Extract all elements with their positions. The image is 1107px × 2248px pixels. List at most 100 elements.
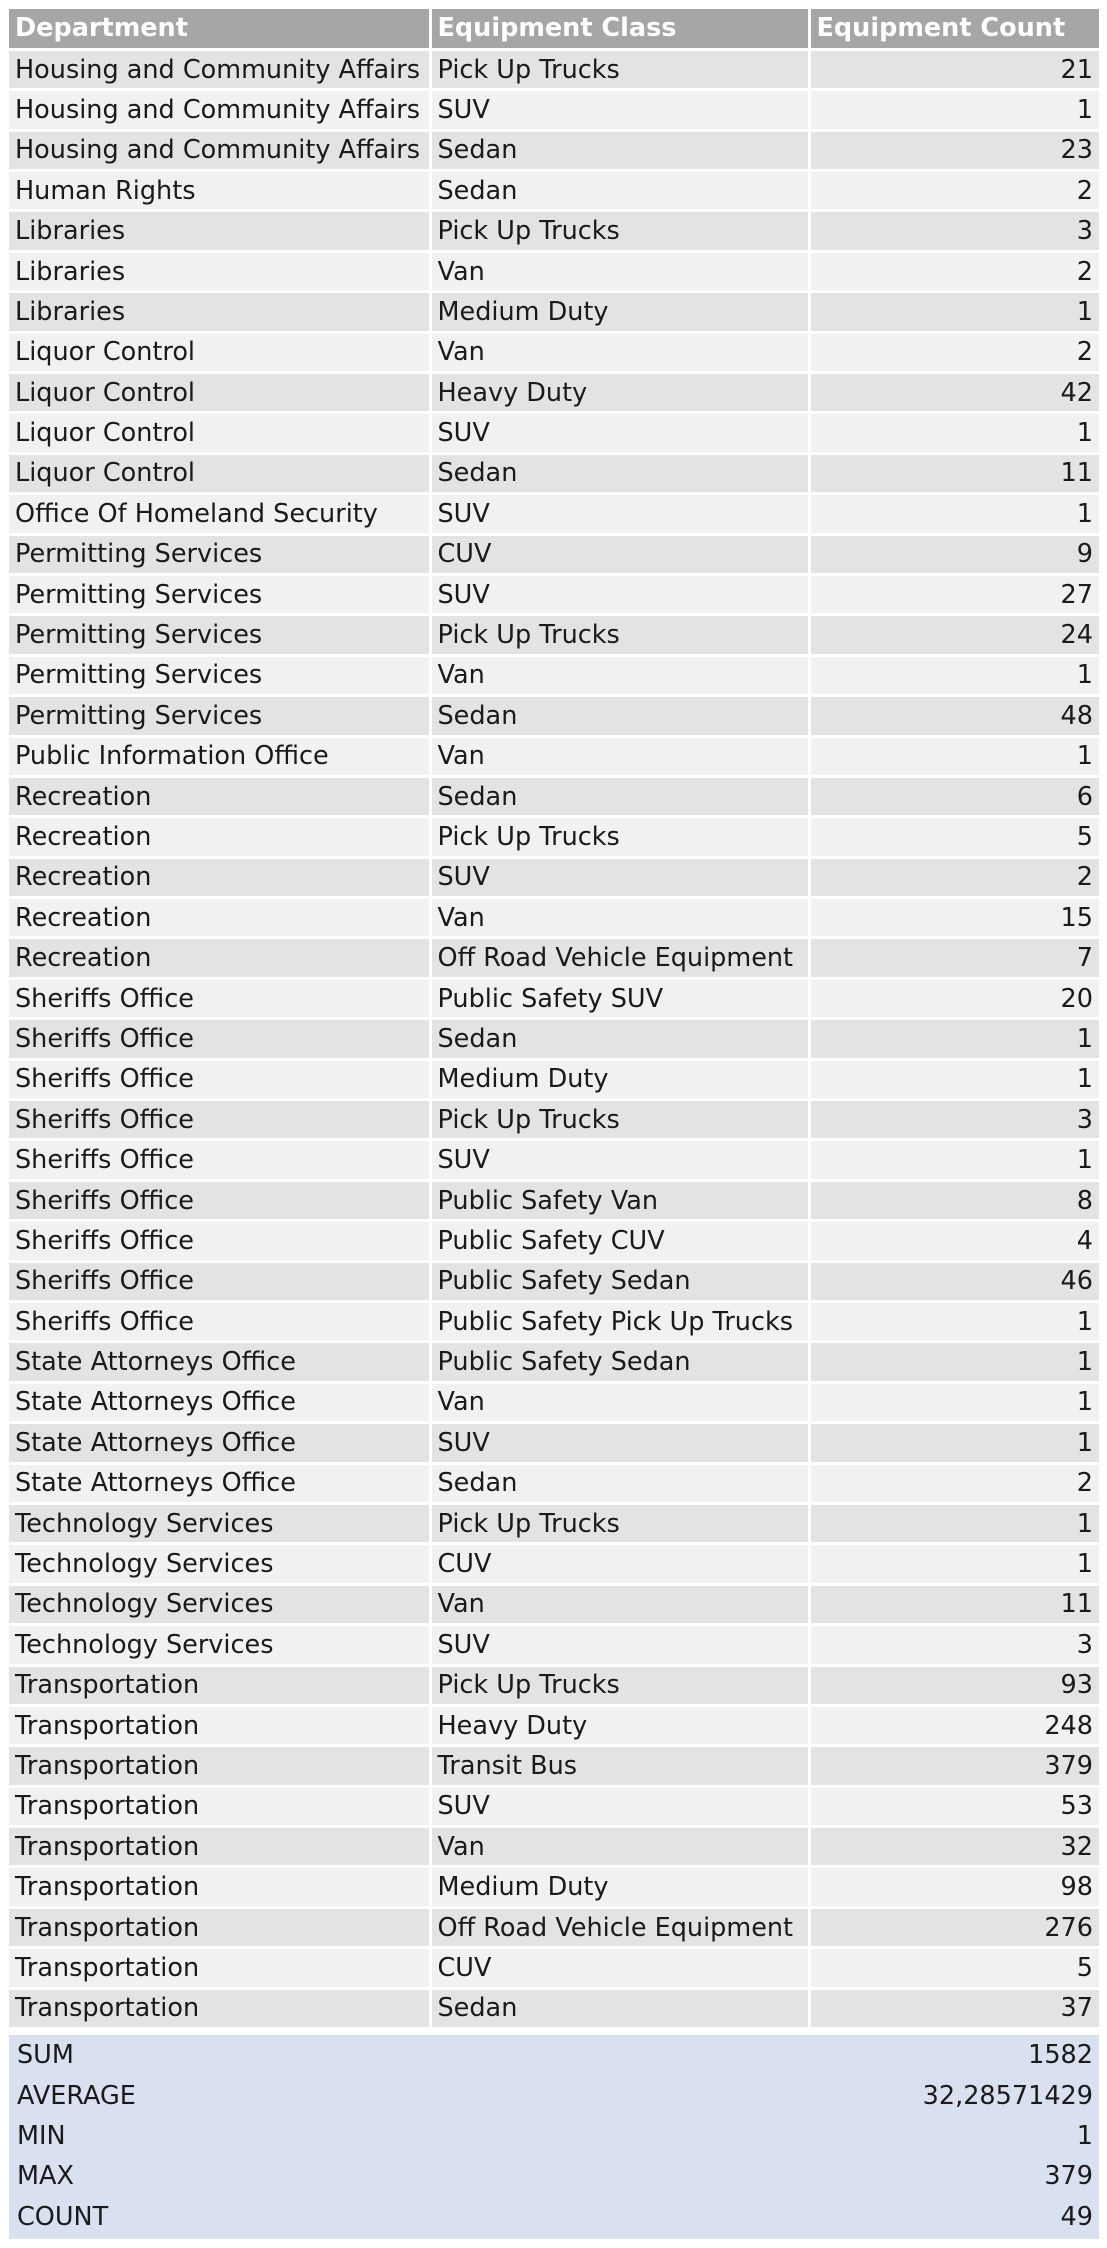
cell-equipment-count[interactable]: 2: [809, 857, 1099, 900]
cell-department[interactable]: Permitting Services: [9, 695, 432, 738]
table-row[interactable]: Technology Services Van 11: [9, 1584, 1099, 1627]
cell-equipment-count[interactable]: 1: [809, 89, 1099, 132]
cell-equipment-class[interactable]: Off Road Vehicle Equipment: [430, 937, 811, 980]
table-row[interactable]: Recreation Sedan 6: [9, 776, 1099, 819]
table-row[interactable]: State Attorneys Office Sedan 2: [9, 1463, 1099, 1505]
table-row[interactable]: Permitting Services CUV 9: [9, 534, 1099, 576]
cell-department[interactable]: Transportation: [9, 1745, 432, 1788]
cell-equipment-class[interactable]: Heavy Duty: [430, 1705, 811, 1748]
table-row[interactable]: Office Of Homeland Security SUV 1: [9, 493, 1099, 536]
cell-equipment-class[interactable]: SUV: [430, 1422, 811, 1465]
cell-equipment-class[interactable]: SUV: [430, 493, 811, 536]
cell-equipment-count[interactable]: 7: [809, 937, 1099, 980]
cell-equipment-count[interactable]: 20: [809, 978, 1099, 1021]
table-row[interactable]: Libraries Van 2: [9, 251, 1099, 294]
cell-equipment-class[interactable]: Medium Duty: [430, 1866, 811, 1909]
cell-equipment-class[interactable]: Heavy Duty: [430, 372, 811, 415]
cell-department[interactable]: Libraries: [9, 210, 432, 253]
cell-department[interactable]: Housing and Community Affairs: [9, 49, 432, 92]
cell-equipment-class[interactable]: Pick Up Trucks: [430, 816, 811, 859]
table-row[interactable]: Sheriffs Office Pick Up Trucks 3: [9, 1099, 1099, 1142]
cell-department[interactable]: Transportation: [9, 1826, 432, 1869]
cell-equipment-class[interactable]: SUV: [430, 89, 811, 132]
table-row[interactable]: Transportation Medium Duty 98: [9, 1866, 1099, 1909]
cell-department[interactable]: Public Information Office: [9, 736, 432, 778]
cell-equipment-class[interactable]: Pick Up Trucks: [430, 49, 811, 92]
table-row[interactable]: Technology Services Pick Up Trucks 1: [9, 1503, 1099, 1546]
table-row[interactable]: Transportation Van 32: [9, 1826, 1099, 1869]
cell-equipment-count[interactable]: 5: [809, 1947, 1099, 1990]
cell-equipment-class[interactable]: Medium Duty: [430, 1059, 811, 1102]
cell-equipment-count[interactable]: 37: [809, 1988, 1099, 2031]
cell-equipment-class[interactable]: Medium Duty: [430, 291, 811, 334]
cell-equipment-class[interactable]: Sedan: [430, 1463, 811, 1505]
cell-department[interactable]: Liquor Control: [9, 453, 432, 496]
cell-department[interactable]: Sheriffs Office: [9, 1139, 432, 1182]
table-row[interactable]: Sheriffs Office Public Safety CUV 4: [9, 1220, 1099, 1263]
cell-equipment-class[interactable]: Transit Bus: [430, 1745, 811, 1788]
table-row[interactable]: Recreation SUV 2: [9, 857, 1099, 900]
cell-equipment-count[interactable]: 42: [809, 372, 1099, 415]
cell-department[interactable]: Transportation: [9, 1988, 432, 2031]
table-row[interactable]: Sheriffs Office Public Safety Pick Up Tru…: [9, 1301, 1099, 1344]
cell-department[interactable]: Libraries: [9, 251, 432, 294]
cell-department[interactable]: Permitting Services: [9, 614, 432, 657]
table-row[interactable]: Permitting Services Sedan 48: [9, 695, 1099, 738]
table-row[interactable]: Transportation Pick Up Trucks 93: [9, 1665, 1099, 1707]
table-row[interactable]: Sheriffs Office Public Safety Van 8: [9, 1180, 1099, 1223]
cell-equipment-count[interactable]: 9: [809, 534, 1099, 576]
table-row[interactable]: Transportation Sedan 37: [9, 1988, 1099, 2031]
cell-department[interactable]: State Attorneys Office: [9, 1382, 432, 1425]
cell-equipment-class[interactable]: Off Road Vehicle Equipment: [430, 1907, 811, 1950]
table-row[interactable]: Human Rights Sedan 2: [9, 170, 1099, 213]
cell-department[interactable]: Transportation: [9, 1786, 432, 1829]
table-row[interactable]: Liquor Control SUV 1: [9, 412, 1099, 455]
cell-equipment-count[interactable]: 53: [809, 1786, 1099, 1829]
cell-department[interactable]: State Attorneys Office: [9, 1463, 432, 1505]
cell-equipment-count[interactable]: 2: [809, 1463, 1099, 1505]
table-row[interactable]: Liquor Control Heavy Duty 42: [9, 372, 1099, 415]
table-row[interactable]: Transportation Off Road Vehicle Equipment…: [9, 1907, 1099, 1950]
cell-department[interactable]: Technology Services: [9, 1543, 432, 1586]
cell-equipment-class[interactable]: Public Safety SUV: [430, 978, 811, 1021]
table-row[interactable]: Transportation SUV 53: [9, 1786, 1099, 1829]
cell-equipment-count[interactable]: 11: [809, 453, 1099, 496]
table-row[interactable]: Housing and Community Affairs Pick Up Tru…: [9, 49, 1099, 92]
cell-equipment-count[interactable]: 1: [809, 291, 1099, 334]
cell-equipment-count[interactable]: 23: [809, 130, 1099, 173]
cell-department[interactable]: Sheriffs Office: [9, 978, 432, 1021]
cell-equipment-count[interactable]: 3: [809, 210, 1099, 253]
cell-equipment-count[interactable]: 1: [809, 1139, 1099, 1182]
cell-equipment-class[interactable]: Van: [430, 655, 811, 698]
cell-equipment-count[interactable]: 5: [809, 816, 1099, 859]
table-row[interactable]: Permitting Services Pick Up Trucks 24: [9, 614, 1099, 657]
cell-department[interactable]: Sheriffs Office: [9, 1018, 432, 1061]
cell-equipment-class[interactable]: CUV: [430, 1947, 811, 1990]
cell-department[interactable]: Recreation: [9, 937, 432, 980]
cell-equipment-count[interactable]: 8: [809, 1180, 1099, 1223]
table-row[interactable]: Housing and Community Affairs SUV 1: [9, 89, 1099, 132]
cell-department[interactable]: Transportation: [9, 1947, 432, 1990]
cell-department[interactable]: State Attorneys Office: [9, 1422, 432, 1465]
table-row[interactable]: Recreation Pick Up Trucks 5: [9, 816, 1099, 859]
cell-equipment-count[interactable]: 4: [809, 1220, 1099, 1263]
cell-equipment-count[interactable]: 1: [809, 1382, 1099, 1425]
cell-equipment-count[interactable]: 27: [809, 574, 1099, 617]
table-row[interactable]: State Attorneys Office SUV 1: [9, 1422, 1099, 1465]
table-row[interactable]: Recreation Van 15: [9, 897, 1099, 940]
cell-equipment-class[interactable]: SUV: [430, 857, 811, 900]
cell-equipment-count[interactable]: 32: [809, 1826, 1099, 1869]
cell-department[interactable]: Recreation: [9, 857, 432, 900]
table-row[interactable]: Liquor Control Sedan 11: [9, 453, 1099, 496]
cell-department[interactable]: Technology Services: [9, 1624, 432, 1667]
cell-equipment-class[interactable]: Pick Up Trucks: [430, 210, 811, 253]
table-row[interactable]: State Attorneys Office Van 1: [9, 1382, 1099, 1425]
table-row[interactable]: Libraries Medium Duty 1: [9, 291, 1099, 334]
cell-equipment-class[interactable]: Sedan: [430, 1988, 811, 2031]
cell-department[interactable]: Human Rights: [9, 170, 432, 213]
cell-department[interactable]: Housing and Community Affairs: [9, 130, 432, 173]
table-row[interactable]: Transportation CUV 5: [9, 1947, 1099, 1990]
cell-equipment-class[interactable]: Public Safety Sedan: [430, 1261, 811, 1304]
cell-equipment-count[interactable]: 24: [809, 614, 1099, 657]
table-row[interactable]: State Attorneys Office Public Safety Seda…: [9, 1341, 1099, 1384]
